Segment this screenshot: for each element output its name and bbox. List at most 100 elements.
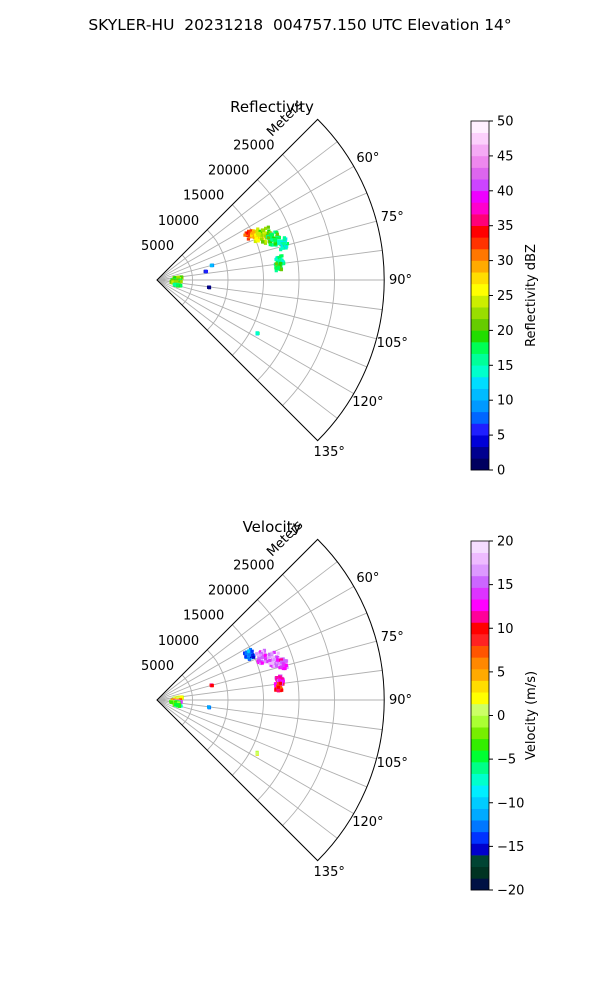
colorbar-tick-label: 10 <box>497 394 514 409</box>
colorbar: −20 −15 −10 −5 0 5 10 15 20 Velocity (m/s) <box>470 535 539 899</box>
echo-gate <box>268 242 272 247</box>
echo-gate <box>259 237 264 241</box>
colorbar-segment <box>471 411 489 424</box>
echo-gate <box>266 236 271 240</box>
echo-gate <box>261 240 265 244</box>
colorbar-segment <box>471 190 489 203</box>
echo-gate <box>278 675 282 679</box>
echo-gate <box>257 233 261 237</box>
echo-gate <box>253 239 257 244</box>
echo-core <box>281 242 285 246</box>
colorbar-segment <box>471 866 489 879</box>
echo-gate <box>276 687 280 691</box>
echo-gate <box>177 703 182 707</box>
echo-gate <box>244 650 249 654</box>
echo-gate <box>272 650 276 655</box>
colorbar-segment <box>471 715 489 728</box>
colorbar-segment <box>471 202 489 215</box>
colorbar-segment <box>471 237 489 250</box>
echo-gate <box>272 664 276 668</box>
echo-gate <box>284 659 288 663</box>
colorbar-label: Reflectivity dBZ <box>524 244 539 347</box>
echo-gate <box>280 688 284 692</box>
subplot-title: Velocity <box>243 518 302 536</box>
echo-gate <box>270 233 275 237</box>
echo-gate <box>177 701 181 705</box>
echo-gate <box>248 647 253 652</box>
echo-gate <box>281 679 285 683</box>
sector-outline <box>156 538 385 862</box>
echo-gate <box>174 703 178 707</box>
colorbar-segment <box>471 179 489 192</box>
colorbar-segment <box>471 541 489 553</box>
echo-gate <box>283 666 287 671</box>
echo-gate <box>254 233 258 237</box>
echo-gate <box>275 230 279 235</box>
echo-gate <box>285 665 289 670</box>
colorbar-segment <box>471 155 489 168</box>
colorbar-tick-label: 25 <box>497 289 514 304</box>
echo-gate <box>276 651 280 655</box>
colorbar-tick-label: 20 <box>497 324 514 339</box>
echo-gate <box>257 231 261 236</box>
colorbar-segment <box>471 144 489 157</box>
echo-core <box>281 662 285 666</box>
echo-gate <box>179 695 184 699</box>
echo-gate <box>246 231 250 235</box>
colorbar-tick-label: 10 <box>497 622 514 637</box>
echo-gate <box>246 655 251 660</box>
colorbar-segment <box>471 365 489 378</box>
radar-panel-reflectivity: Reflectivity500010000150002000025000Mete… <box>141 98 539 479</box>
azimuth-gridline <box>156 586 354 701</box>
azimuth-gridline <box>156 640 377 701</box>
azimuth-gridline <box>156 561 338 701</box>
range-tick-label: 5000 <box>141 659 174 674</box>
echo-core <box>272 657 277 662</box>
echo-gate <box>266 656 270 660</box>
echo-gate <box>263 653 267 657</box>
echo-gate <box>169 280 173 284</box>
colorbar-segment <box>471 318 489 331</box>
colorbar: 0 5 10 15 20 25 30 35 40 45 50 Reflectivity dBZ <box>470 115 539 479</box>
echo-gate <box>277 241 281 245</box>
azimuth-gridline <box>156 669 383 701</box>
azimuth-gridline <box>156 699 338 839</box>
echo-gate <box>271 656 275 660</box>
echo-gate <box>274 269 278 273</box>
colorbar-tick-label: 50 <box>497 115 514 130</box>
azimuth-tick-label: 90° <box>389 693 412 708</box>
colorbar-segment <box>471 564 489 577</box>
echo-gate <box>279 662 283 666</box>
colorbar-tick-label: 45 <box>497 149 514 164</box>
echo-core <box>204 269 208 273</box>
azimuth-gridline <box>156 279 383 311</box>
echo-gate <box>262 660 267 664</box>
echo-gate <box>279 665 283 669</box>
echo-gate <box>255 652 259 656</box>
colorbar-segment <box>471 121 489 133</box>
echo-gate <box>279 239 283 243</box>
echo-gate <box>266 225 270 229</box>
azimuth-gridline <box>156 699 368 788</box>
echo-gate <box>284 663 288 667</box>
echo-gate <box>254 237 258 241</box>
colorbar-segment <box>471 831 489 844</box>
colorbar-tick-label: 15 <box>497 578 514 593</box>
azimuth-tick-label: 60° <box>356 571 379 586</box>
echo-gate <box>244 652 248 656</box>
echo-gate <box>260 650 265 654</box>
echo-gate <box>247 649 251 653</box>
echo-core <box>210 263 214 267</box>
echo-gate <box>273 239 277 244</box>
echo-gate <box>267 229 271 233</box>
colorbar-segment <box>471 634 489 646</box>
azimuth-gridline <box>156 279 354 394</box>
echo-gate <box>260 228 265 232</box>
echo-core <box>176 696 180 700</box>
echo-gate <box>279 685 283 689</box>
range-tick-label: 15000 <box>183 189 224 204</box>
colorbar-segment <box>471 342 489 354</box>
azimuth-gridline <box>156 220 377 281</box>
echo-gate <box>257 656 261 661</box>
azimuth-gridline <box>156 249 383 281</box>
